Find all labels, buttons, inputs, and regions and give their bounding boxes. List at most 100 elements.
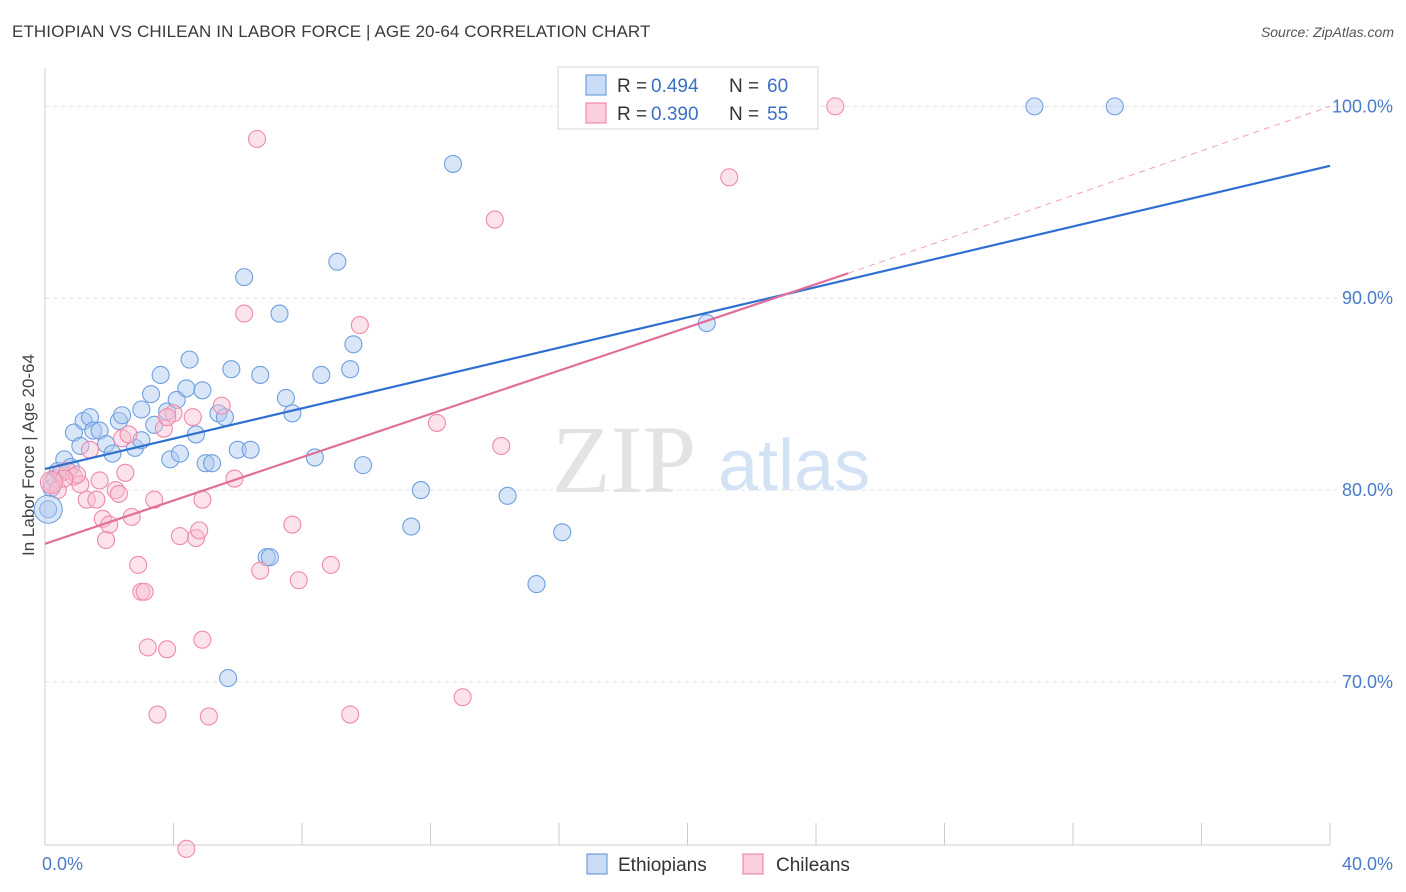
chilean-point-47 (720, 168, 739, 187)
chilean-point-36 (247, 129, 267, 149)
legend-swatch-ethiopians (585, 74, 607, 96)
chilean-point-19 (135, 582, 154, 601)
ethiopian-point-49 (353, 456, 373, 475)
ethiopian-point-15 (113, 406, 132, 425)
chilean-point-44 (453, 688, 472, 707)
ethiopian-point-52 (443, 154, 463, 173)
ethiopian-point-12 (96, 434, 116, 454)
chilean-point-33 (212, 396, 231, 415)
legend-n-label-2: N = (729, 104, 759, 125)
ethiopian-point-54 (527, 575, 546, 594)
chilean-point-27 (177, 839, 196, 858)
legend-r-label-1: R = (617, 76, 647, 97)
chilean-point-34 (225, 469, 244, 488)
ethiopian-point-23 (161, 450, 180, 469)
ethiopian-point-0 (39, 500, 58, 519)
chilean-point-15 (116, 463, 135, 482)
x-tick-label-0: 0.0% (42, 854, 83, 874)
chilean-point-5 (71, 475, 90, 494)
ethiopian-point-27 (180, 350, 199, 369)
legend-n-label-1: N = (729, 76, 759, 97)
ethiopian-point-14 (109, 411, 128, 431)
legend-r-value-2: 0.390 (651, 104, 699, 125)
chilean-point-23 (154, 419, 173, 438)
x-tick-label-1: 40.0% (1342, 854, 1393, 874)
bottom-legend-swatch-chileans (742, 853, 764, 875)
watermark-atlas: atlas (718, 426, 870, 506)
chilean-point-35 (235, 304, 254, 323)
chilean-point-30 (190, 521, 209, 540)
chilean-point-42 (350, 316, 369, 335)
ethiopian-point-9 (80, 408, 100, 427)
chilean-cluster-point (39, 470, 63, 494)
legend-r-label-2: R = (617, 104, 647, 125)
ethiopian-point-58 (1105, 97, 1124, 116)
ethiopian-point-25 (170, 444, 189, 463)
chilean-point-21 (145, 490, 164, 509)
chilean-point-46 (492, 436, 511, 455)
ethiopian-point-48 (344, 335, 363, 354)
chilean-point-6 (77, 490, 96, 509)
y-tick-label-1: 80.0% (1342, 480, 1393, 500)
y-tick-labels: 70.0% 80.0% 90.0% 100.0% (1332, 96, 1393, 692)
ethiopian-point-50 (402, 517, 421, 536)
chilean-point-22 (148, 705, 167, 724)
chilean-point-40 (321, 555, 340, 574)
chilean-point-54 (109, 484, 128, 503)
chilean-point-28 (183, 408, 202, 427)
ethiopian-point-43 (283, 404, 302, 423)
y-axis-label: In Labor Force | Age 20-64 (19, 354, 38, 556)
ethiopian-point-46 (328, 252, 347, 271)
ethiopian-point-26 (177, 379, 196, 398)
chilean-point-51 (158, 408, 177, 427)
ethiopian-point-37 (241, 440, 260, 459)
chilean-point-38 (283, 515, 302, 534)
chilean-point-11 (96, 530, 116, 550)
data-points (33, 97, 1124, 858)
chilean-point-41 (341, 705, 360, 724)
ethiopian-point-42 (276, 388, 295, 408)
axes (44, 68, 1331, 846)
ethiopian-point-29 (193, 381, 212, 400)
ethiopian-point-41 (270, 304, 289, 323)
bottom-legend-chileans: Chileans (776, 855, 850, 876)
ethiopian-point-53 (498, 486, 517, 505)
chilean-point-39 (289, 571, 308, 590)
ethiopian-point-36 (235, 268, 254, 287)
chilean-point-7 (80, 440, 100, 459)
trend-lines (44, 105, 1331, 545)
chart-source: Source: ZipAtlas.com (1260, 24, 1394, 40)
ethiopian-point-40 (260, 548, 279, 567)
y-tick-label-3: 100.0% (1332, 96, 1393, 116)
legend-r-value-1: 0.494 (651, 76, 699, 97)
legend-n-value-2: 55 (767, 104, 788, 125)
chilean-point-17 (129, 555, 148, 574)
chilean-point-37 (251, 561, 270, 580)
chilean-trend-extension (847, 105, 1331, 274)
chilean-point-52 (55, 469, 74, 488)
chilean-trend-line (44, 272, 849, 545)
y-tick-label-0: 70.0% (1342, 672, 1393, 692)
ethiopian-point-34 (222, 360, 241, 379)
ethiopian-point-7 (71, 436, 90, 455)
ethiopian-point-59 (219, 669, 238, 688)
ethiopian-trend-line (44, 164, 1331, 471)
bottom-legend-swatch-ethiopians (586, 853, 608, 875)
grid-lines (45, 105, 1338, 683)
ethiopian-point-19 (141, 385, 161, 404)
chilean-point-43 (427, 413, 446, 432)
ethiopian-cluster-point (33, 494, 63, 524)
ethiopian-point-21 (151, 365, 170, 385)
chilean-point-8 (87, 490, 106, 509)
chilean-point-24 (158, 640, 177, 659)
bottom-legend: Ethiopians Chileans (586, 853, 850, 876)
ethiopian-point-55 (553, 523, 572, 542)
ethiopian-point-30 (196, 454, 215, 473)
ethiopian-point-38 (251, 365, 270, 385)
legend-swatch-chileans (585, 102, 607, 124)
ethiopian-point-17 (132, 400, 151, 419)
ethiopian-point-47 (341, 360, 360, 379)
y-tick-label-2: 90.0% (1342, 288, 1393, 308)
chilean-point-45 (485, 210, 504, 229)
